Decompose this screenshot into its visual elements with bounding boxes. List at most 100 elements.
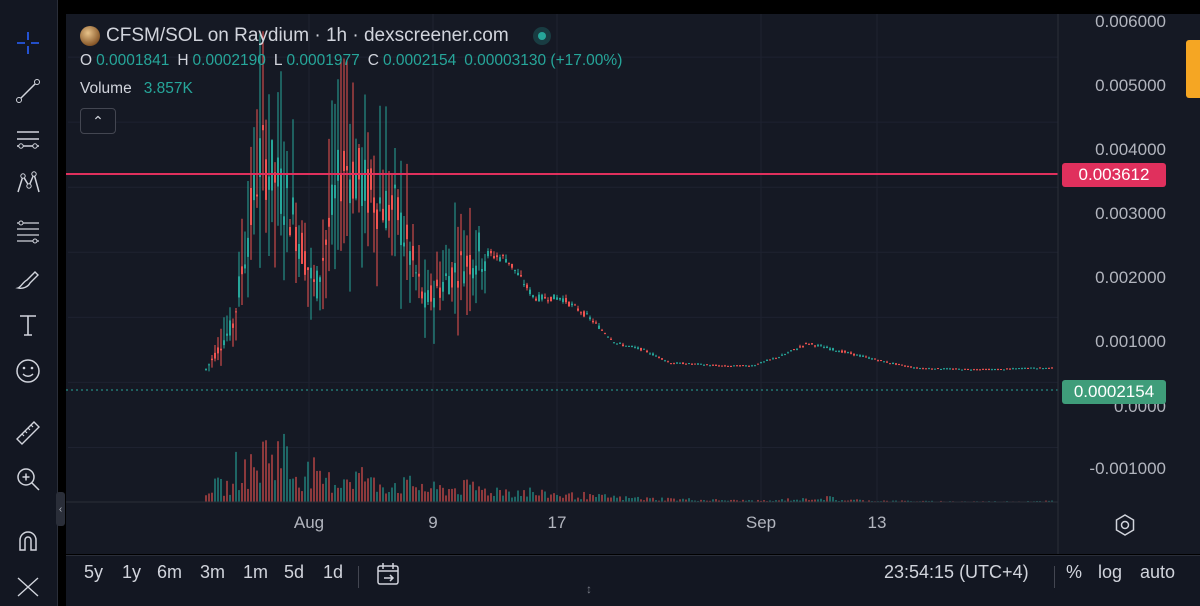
candle-body bbox=[622, 344, 624, 347]
hide-drawings-tool[interactable] bbox=[7, 568, 49, 606]
volume-bar bbox=[778, 500, 780, 502]
zoom-tool[interactable] bbox=[7, 460, 49, 498]
volume-bar bbox=[1045, 500, 1047, 502]
candle-body bbox=[220, 348, 222, 351]
volume-bar bbox=[649, 498, 651, 502]
range-3m-button[interactable]: 3m bbox=[200, 562, 226, 582]
horizontal-lines-tool[interactable] bbox=[7, 120, 49, 158]
close-key: C bbox=[367, 52, 379, 69]
timezone-clock[interactable]: 23:54:15 (UTC+4) bbox=[884, 562, 1029, 582]
volume-bar bbox=[550, 494, 552, 502]
candle-body bbox=[232, 323, 234, 328]
candle-body bbox=[649, 353, 651, 355]
percent-scale-button[interactable]: % bbox=[1066, 562, 1083, 582]
legend-collapse-button[interactable]: ⌃ bbox=[80, 108, 116, 134]
candle-body bbox=[859, 355, 861, 357]
volume-bar bbox=[364, 481, 366, 502]
range-1d-button[interactable]: 1d bbox=[323, 562, 344, 582]
range-5y-button[interactable]: 5y bbox=[84, 562, 104, 582]
calendar-icon[interactable] bbox=[374, 560, 402, 588]
text-tool[interactable] bbox=[7, 306, 49, 344]
candle-body bbox=[271, 140, 273, 191]
volume-bar bbox=[922, 500, 924, 502]
fib-tool[interactable] bbox=[7, 212, 49, 250]
candle-body bbox=[280, 168, 282, 214]
volume-bar bbox=[748, 500, 750, 502]
range-5d-button[interactable]: 5d bbox=[284, 562, 305, 582]
candle-body bbox=[748, 365, 750, 367]
range-1m-button[interactable]: 1m bbox=[243, 562, 269, 582]
log-scale-button[interactable]: log bbox=[1098, 562, 1123, 582]
auto-scale-button[interactable]: auto bbox=[1140, 562, 1176, 582]
volume-bar bbox=[568, 493, 570, 502]
emoji-tool[interactable] bbox=[7, 352, 49, 390]
alert-price-badge[interactable]: 0.003612 bbox=[1062, 163, 1166, 187]
volume-bar bbox=[823, 500, 825, 502]
toolbar-collapse-handle[interactable]: ‹ bbox=[56, 492, 65, 526]
range-1y-button[interactable]: 1y bbox=[122, 562, 142, 582]
candle-body bbox=[421, 291, 423, 299]
volume-bar bbox=[349, 482, 351, 502]
candle-body bbox=[838, 351, 840, 353]
volume-bar bbox=[733, 499, 735, 502]
volume-bar bbox=[832, 497, 834, 502]
pane-resize-handle[interactable]: ↕ bbox=[586, 582, 592, 596]
candle-body bbox=[496, 255, 498, 258]
candle-body bbox=[307, 267, 309, 271]
candle-body bbox=[592, 320, 594, 323]
candle-body bbox=[994, 369, 996, 371]
candle-body bbox=[577, 308, 579, 311]
candle-body bbox=[469, 254, 471, 275]
candle-body bbox=[682, 362, 684, 365]
volume-bar bbox=[484, 488, 486, 502]
candle-body bbox=[757, 363, 759, 365]
candle-body bbox=[382, 208, 384, 221]
candle-body bbox=[901, 364, 903, 366]
candle-body bbox=[922, 368, 924, 370]
close-value: 0.0002154 bbox=[382, 52, 457, 69]
candle-body bbox=[889, 363, 891, 365]
volume-bar bbox=[655, 500, 657, 502]
candle-body bbox=[805, 343, 807, 345]
candle-body bbox=[817, 344, 819, 346]
trend-line-tool[interactable] bbox=[7, 72, 49, 110]
candle-body bbox=[883, 361, 885, 363]
symbol-title: CFSM/SOL on Raydium · 1h · dexscreener.c… bbox=[106, 25, 509, 46]
chart-panel[interactable] bbox=[66, 14, 1200, 554]
time-tick-label: 17 bbox=[547, 513, 567, 532]
candle-body bbox=[664, 360, 666, 362]
price-chart[interactable] bbox=[66, 14, 1200, 554]
volume-bar bbox=[310, 488, 312, 502]
volume-bar bbox=[229, 494, 231, 502]
volume-bar bbox=[691, 500, 693, 502]
candle-body bbox=[571, 303, 573, 306]
ruler-tool[interactable] bbox=[7, 414, 49, 452]
volume-bar bbox=[535, 495, 537, 502]
volume-bar bbox=[292, 478, 294, 502]
brush-tool[interactable] bbox=[7, 260, 49, 298]
volume-bar bbox=[529, 487, 531, 502]
candle-body bbox=[877, 360, 879, 362]
candle-body bbox=[721, 365, 723, 367]
volume-bar bbox=[388, 491, 390, 502]
candle-body bbox=[250, 188, 252, 225]
candle-body bbox=[244, 264, 246, 269]
volume-bar bbox=[907, 500, 909, 502]
candle-body bbox=[967, 369, 969, 371]
volume-bar bbox=[904, 500, 906, 502]
volume-bar bbox=[316, 470, 318, 502]
magnet-tool[interactable] bbox=[7, 522, 49, 560]
crosshair-tool[interactable] bbox=[7, 24, 49, 62]
candle-body bbox=[277, 157, 279, 187]
volume-bar bbox=[1036, 500, 1038, 502]
candle-body bbox=[253, 174, 255, 201]
candle-body bbox=[616, 343, 618, 345]
volume-bar bbox=[466, 479, 468, 502]
volume-bar bbox=[241, 482, 243, 502]
chart-settings-icon[interactable] bbox=[1112, 512, 1138, 538]
range-6m-button[interactable]: 6m bbox=[157, 562, 183, 582]
candle-body bbox=[673, 363, 675, 365]
volume-bar bbox=[259, 482, 261, 502]
volume-bar bbox=[745, 500, 747, 502]
pattern-tool[interactable] bbox=[7, 164, 49, 202]
